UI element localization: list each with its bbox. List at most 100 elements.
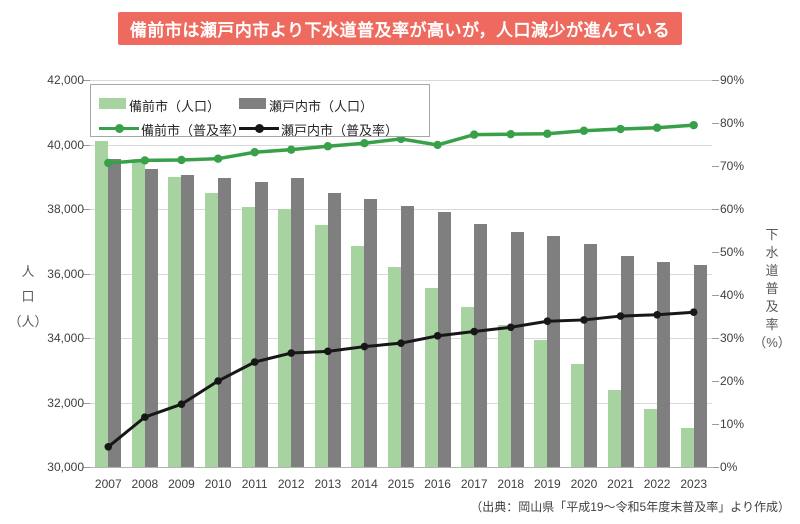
bar-setouchi-population <box>547 236 561 467</box>
legend-label-bizen-rate: 備前市（普及率） <box>141 123 246 138</box>
x-axis-label: 2010 <box>204 477 232 491</box>
y-axis-tick-left <box>83 402 90 404</box>
y-axis-label-right: 50% <box>720 245 745 259</box>
y-axis-label-right: 0% <box>720 460 738 474</box>
line-marker <box>616 312 625 320</box>
bar-bizen-population <box>314 225 328 467</box>
y-axis-tick-left <box>83 338 90 339</box>
y-axis-tick-right <box>712 209 719 210</box>
bar-bizen-population <box>168 176 182 467</box>
title-banner: 備前市は瀬戸内市より下水道普及率が高いが，人口減少が進んでいる <box>118 12 682 45</box>
x-axis-label: 2019 <box>533 477 561 491</box>
line-marker <box>506 323 515 332</box>
line-marker <box>177 400 186 409</box>
line-marker <box>469 130 479 139</box>
line-marker <box>543 129 552 138</box>
y-axis-label-right: 80% <box>720 116 745 130</box>
bar-setouchi-population <box>254 181 268 467</box>
y-axis-tick-right <box>712 166 719 167</box>
bar-bizen-population <box>644 408 658 467</box>
bar-bizen-population <box>461 307 475 467</box>
legend: 備前市（人口） 瀬戸内市（人口） 備前市（普及率） 瀬戸内市（普及率） <box>90 84 430 138</box>
bar-bizen-population <box>388 267 401 467</box>
line-marker <box>140 156 150 165</box>
line-marker <box>287 349 296 357</box>
bar-setouchi-population <box>291 178 305 467</box>
y-axis-label-right: 60% <box>720 202 745 216</box>
bar-setouchi-population <box>474 223 488 467</box>
bar-bizen-population <box>351 246 365 467</box>
y-axis-label-right: 30% <box>720 331 745 345</box>
line-marker <box>397 339 405 347</box>
bar-bizen-population <box>131 159 145 467</box>
line-marker <box>616 124 625 134</box>
x-axis-label: 2023 <box>680 477 708 491</box>
bar-setouchi-population <box>108 159 122 467</box>
x-axis-label: 2015 <box>387 477 415 491</box>
x-axis-label: 2020 <box>570 477 598 491</box>
line-marker <box>433 140 442 150</box>
bar-bizen-population <box>424 288 438 467</box>
y-axis-tick-right <box>712 295 719 296</box>
line-marker <box>433 332 442 340</box>
bar-bizen-population <box>497 325 511 467</box>
x-axis-label: 2008 <box>131 477 159 491</box>
line-marker <box>324 347 332 356</box>
x-axis-label: 2012 <box>277 477 305 491</box>
source-note: （出典：岡山県「平成19～令和5年度末普及率」より作成） <box>470 500 790 514</box>
x-axis-label: 2021 <box>607 477 634 491</box>
line-marker <box>177 155 186 165</box>
line-marker <box>213 154 223 163</box>
y-axis-label-left: 36,000 <box>47 266 84 281</box>
y-axis-label-left: 40,000 <box>47 137 84 152</box>
bar-setouchi-population <box>437 212 451 467</box>
bar-bizen-population <box>278 209 292 467</box>
line-marker <box>250 148 259 157</box>
line-setouchi-rate <box>107 310 694 448</box>
legend-swatch-setouchi-pop <box>239 98 266 109</box>
legend-label-bizen-pop: 備前市（人口） <box>129 99 221 114</box>
line-marker <box>580 316 588 324</box>
line-marker <box>360 342 369 351</box>
bar-setouchi-population <box>620 255 634 467</box>
left-axis-title: 人 口 （人） <box>8 264 48 329</box>
bar-setouchi-population <box>144 168 158 467</box>
line-marker <box>579 126 589 135</box>
line-marker <box>652 123 662 132</box>
legend-label-setouchi-rate: 瀬戸内市（普及率） <box>281 123 399 138</box>
y-axis-label-right: 70% <box>720 159 745 173</box>
x-axis-label: 2011 <box>241 477 268 491</box>
bar-setouchi-population <box>583 244 597 467</box>
line-marker <box>323 142 333 151</box>
page-title: 備前市は瀬戸内市より下水道普及率が高いが，人口減少が進んでいる <box>129 21 671 40</box>
legend-swatch-bizen-rate <box>99 122 139 134</box>
y-axis-tick-left <box>83 209 90 210</box>
bar-bizen-population <box>570 363 584 467</box>
y-axis-tick-right <box>712 338 719 339</box>
y-axis-label-left: 38,000 <box>47 202 84 216</box>
x-axis-label: 2017 <box>460 477 488 491</box>
x-axis-label: 2014 <box>351 477 378 491</box>
x-axis-label: 2022 <box>643 477 671 491</box>
bar-bizen-population <box>241 207 255 467</box>
bar-setouchi-population <box>364 199 378 467</box>
y-axis-label-left: 32,000 <box>47 395 84 410</box>
y-axis-label-left: 34,000 <box>47 331 84 345</box>
x-axis-label: 2018 <box>497 477 525 491</box>
bar-bizen-population <box>680 428 694 467</box>
bar-setouchi-population <box>181 175 195 467</box>
y-axis-label-right: 40% <box>720 288 745 302</box>
line-marker <box>214 377 222 385</box>
y-axis-tick-left <box>83 144 90 146</box>
line-marker <box>104 442 113 451</box>
y-axis-tick-right <box>712 252 719 253</box>
x-axis-label: 2016 <box>424 477 451 491</box>
bar-bizen-population <box>607 389 621 467</box>
legend-swatch-setouchi-rate <box>239 122 279 134</box>
rate-lines-layer <box>104 120 698 451</box>
bar-bizen-population <box>534 339 548 467</box>
bar-bizen-population <box>205 192 219 467</box>
y-axis-label-right: 90% <box>720 73 745 87</box>
